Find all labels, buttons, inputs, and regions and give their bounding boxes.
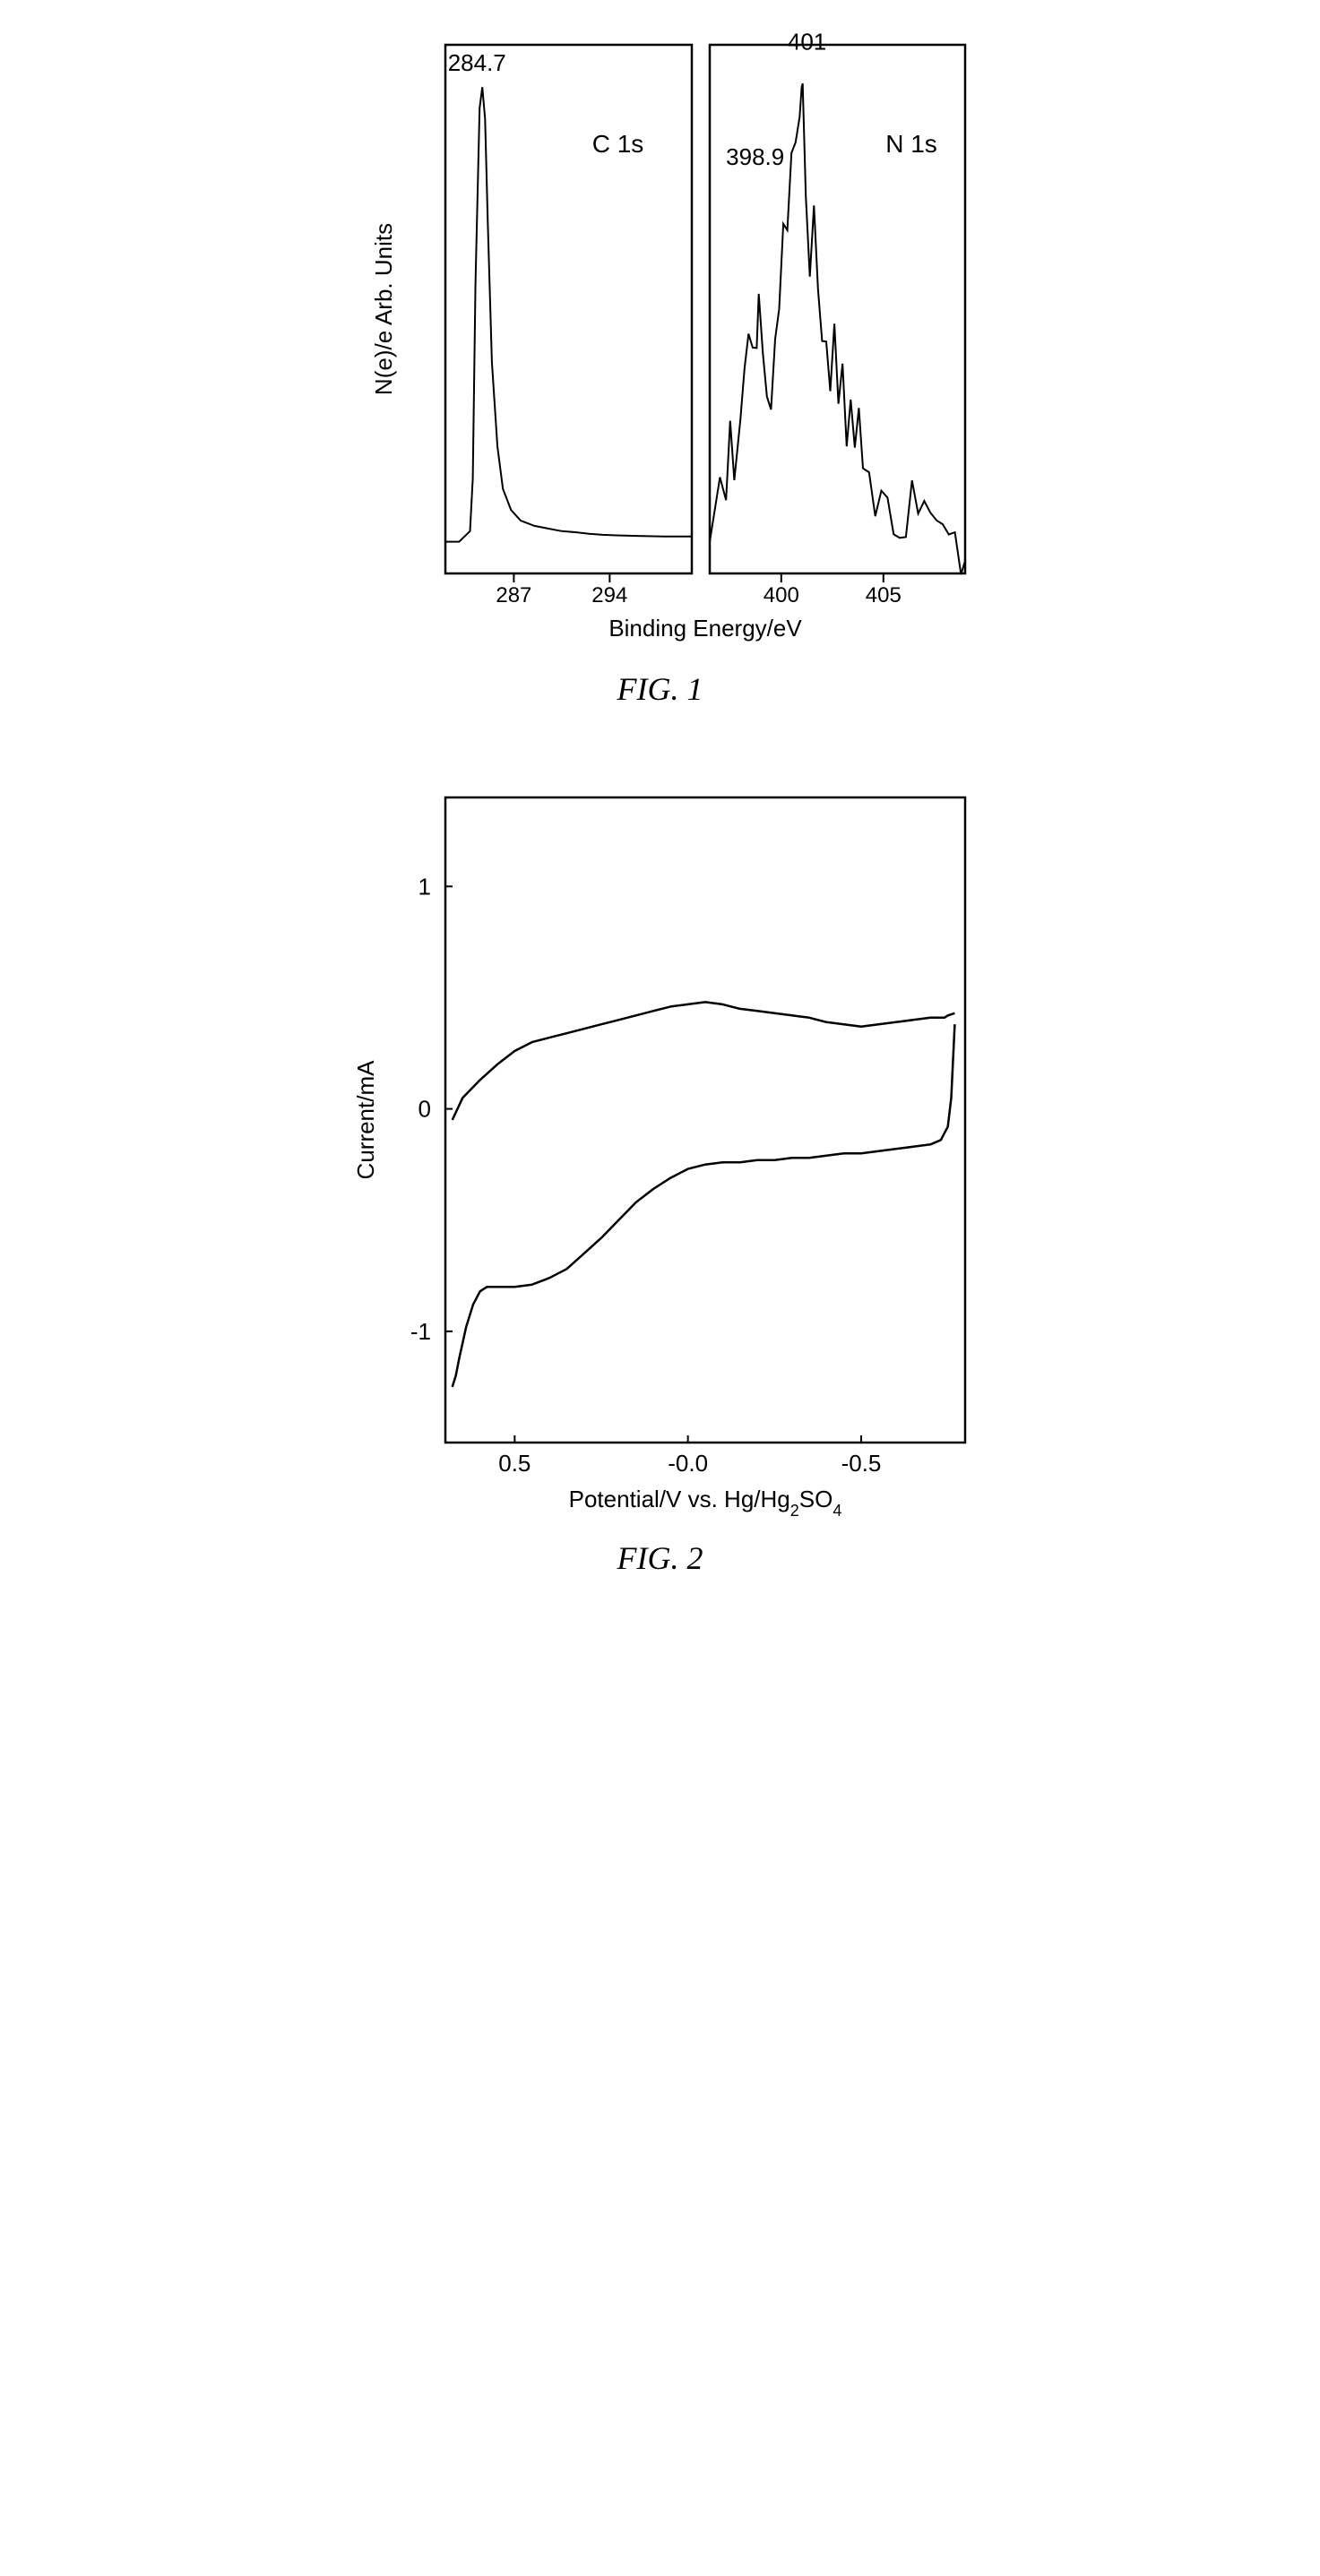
svg-text:-1: -1 bbox=[410, 1318, 430, 1345]
figure-1-svg: 287 294 400 405 284.7 C 1s 398.9 401 N 1s Binding… bbox=[338, 18, 983, 663]
svg-text:-0.5: -0.5 bbox=[841, 1450, 881, 1477]
figure-2: 0.5 -0.0 -0.5 1 0 -1 Current/mA Potential/V vs.… bbox=[320, 762, 1001, 1577]
svg-text:405: 405 bbox=[865, 583, 901, 607]
svg-text:287: 287 bbox=[496, 583, 531, 607]
svg-text:401: 401 bbox=[787, 29, 825, 56]
svg-text:294: 294 bbox=[591, 583, 627, 607]
svg-text:0.5: 0.5 bbox=[498, 1450, 531, 1477]
figure-1: 287 294 400 405 284.7 C 1s 398.9 401 N 1s Binding… bbox=[338, 18, 983, 708]
svg-text:N(e)/e Arb. Units: N(e)/e Arb. Units bbox=[370, 223, 397, 395]
svg-text:C 1s: C 1s bbox=[591, 130, 643, 158]
figure-2-caption: FIG. 2 bbox=[320, 1539, 1001, 1577]
svg-text:0: 0 bbox=[418, 1096, 430, 1123]
svg-text:284.7: 284.7 bbox=[447, 49, 505, 76]
svg-text:Binding Energy/eV: Binding Energy/eV bbox=[608, 615, 802, 642]
svg-text:-0.0: -0.0 bbox=[668, 1450, 708, 1477]
svg-text:Current/mA: Current/mA bbox=[352, 1060, 379, 1180]
figure-2-svg: 0.5 -0.0 -0.5 1 0 -1 Current/mA Potential/V vs.… bbox=[320, 762, 1001, 1532]
figure-1-caption: FIG. 1 bbox=[338, 670, 983, 708]
svg-text:Potential/V vs. Hg/Hg2SO4: Potential/V vs. Hg/Hg2SO4 bbox=[568, 1486, 841, 1520]
svg-text:N 1s: N 1s bbox=[885, 130, 937, 158]
svg-text:398.9: 398.9 bbox=[726, 143, 784, 170]
svg-text:400: 400 bbox=[763, 583, 798, 607]
svg-text:1: 1 bbox=[418, 873, 430, 900]
